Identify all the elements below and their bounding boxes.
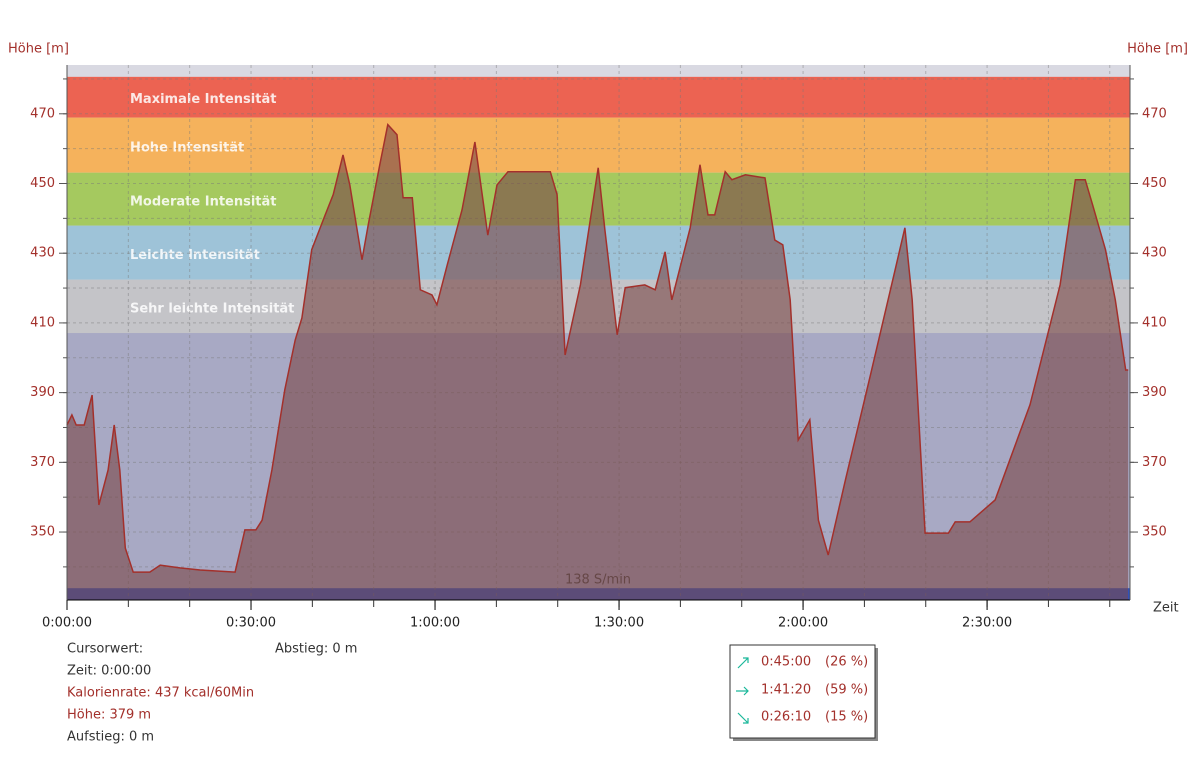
- y2-tick-label: 390: [1142, 385, 1167, 400]
- stat-time: 0:26:10: [761, 710, 811, 725]
- y-tick-label: 470: [30, 106, 55, 121]
- cursor-time: Zeit: 0:00:00: [67, 664, 151, 679]
- cursor-title: Cursorwert:: [67, 642, 143, 657]
- stat-share: (59 %): [825, 683, 868, 698]
- y-tick-label: 350: [30, 525, 55, 540]
- up-icon: [737, 657, 749, 669]
- cursor-ascent: Aufstieg: 0 m: [67, 730, 154, 745]
- y2-tick-label: 430: [1142, 246, 1167, 261]
- y2-axis-title: Höhe [m]: [1127, 42, 1188, 57]
- band-label: Hohe Intensität: [130, 140, 244, 155]
- band-label: Leichte Intensität: [130, 248, 260, 263]
- cursor-calories: Kalorienrate: 437 kcal/60Min: [67, 686, 254, 701]
- x-tick-label: 1:30:00: [594, 616, 644, 631]
- y-tick-label: 430: [30, 246, 55, 261]
- y-tick-label: 390: [30, 385, 55, 400]
- x-tick-label: 1:00:00: [410, 616, 460, 631]
- y-tick-label: 450: [30, 176, 55, 191]
- y-tick-label: 410: [30, 315, 55, 330]
- y2-tick-label: 470: [1142, 106, 1167, 121]
- series: [66, 122, 1129, 600]
- y2-tick-label: 410: [1142, 315, 1167, 330]
- intensity-band: [67, 117, 1130, 173]
- y2-tick-label: 370: [1142, 455, 1167, 470]
- axes: [59, 65, 1138, 610]
- x-tick-label: 0:30:00: [226, 616, 276, 631]
- cursor-descent: Abstieg: 0 m: [275, 642, 357, 657]
- cursor-panel: Cursorwert: Zeit: 0:00:00 Kalorienrate: …: [67, 642, 357, 745]
- elevation-area: [67, 124, 1129, 600]
- x-tick-label: 0:00:00: [42, 616, 92, 631]
- stat-time: 0:45:00: [761, 655, 811, 670]
- y-axis-title: Höhe [m]: [8, 42, 69, 57]
- band-label: Moderate Intensität: [130, 194, 277, 209]
- cursor-height: Höhe: 379 m: [67, 708, 151, 723]
- y2-tick-label: 450: [1142, 176, 1167, 191]
- stats-icons: [736, 657, 749, 724]
- flat-icon: [736, 686, 749, 696]
- x-tick-label: 2:00:00: [778, 616, 828, 631]
- x-tick-label: 2:30:00: [962, 616, 1012, 631]
- elevation-line: [66, 122, 1129, 573]
- y2-tick-label: 350: [1142, 525, 1167, 540]
- y-tick-label: 370: [30, 455, 55, 470]
- stat-time: 1:41:20: [761, 683, 811, 698]
- stat-share: (15 %): [825, 710, 868, 725]
- stats-frame: [729, 644, 876, 739]
- stat-share: (26 %): [825, 655, 868, 670]
- stats-box: 0:45:00 (26 %) 1:41:20 (59 %) 0:26:10 (1…: [729, 644, 878, 741]
- band-label: Sehr leichte Intensität: [130, 302, 294, 317]
- x-axis-title: Zeit: [1153, 601, 1179, 616]
- band-label: Maximale Intensität: [130, 92, 276, 107]
- down-icon: [737, 712, 749, 724]
- intensity-band: [67, 76, 1130, 118]
